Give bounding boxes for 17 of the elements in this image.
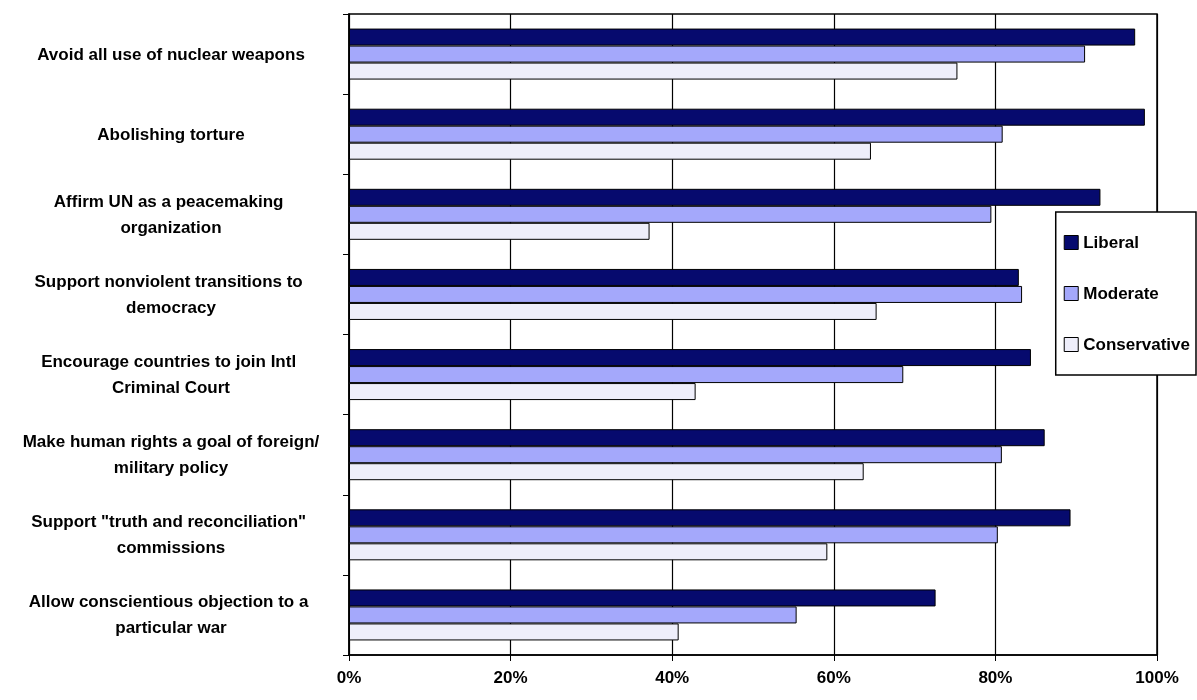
y-tick-label: Make human rights a goal of foreign/military policy: [22, 432, 320, 478]
y-tick-label: Abolishing torture: [97, 124, 245, 144]
y-tick-label: Encourage countries to join Intl Criminal Court: [41, 352, 301, 398]
x-tick-label: 20%: [493, 668, 528, 687]
y-tick-label: Allow conscientious objection to a particular war: [28, 592, 314, 638]
x-tick-label: 60%: [816, 668, 851, 687]
legend-label: Moderate: [1083, 284, 1159, 303]
y-tick-label: Support nonviolent transitions to democracy: [34, 271, 308, 317]
legend-label: Liberal: [1083, 233, 1139, 252]
legend-label: Conservative: [1083, 335, 1191, 354]
y-tick-label: Support "truth and reconciliation" commissions: [31, 512, 311, 558]
x-tick-label: 40%: [655, 668, 690, 687]
x-tick-label: 0%: [336, 668, 362, 687]
y-tick-label: Avoid all use of nuclear weapons: [37, 44, 305, 64]
x-tick-label: 80%: [978, 668, 1013, 687]
x-tick-label: 100%: [1135, 668, 1179, 687]
y-tick-label: Affirm UN as a peacemaking organization: [53, 191, 289, 237]
